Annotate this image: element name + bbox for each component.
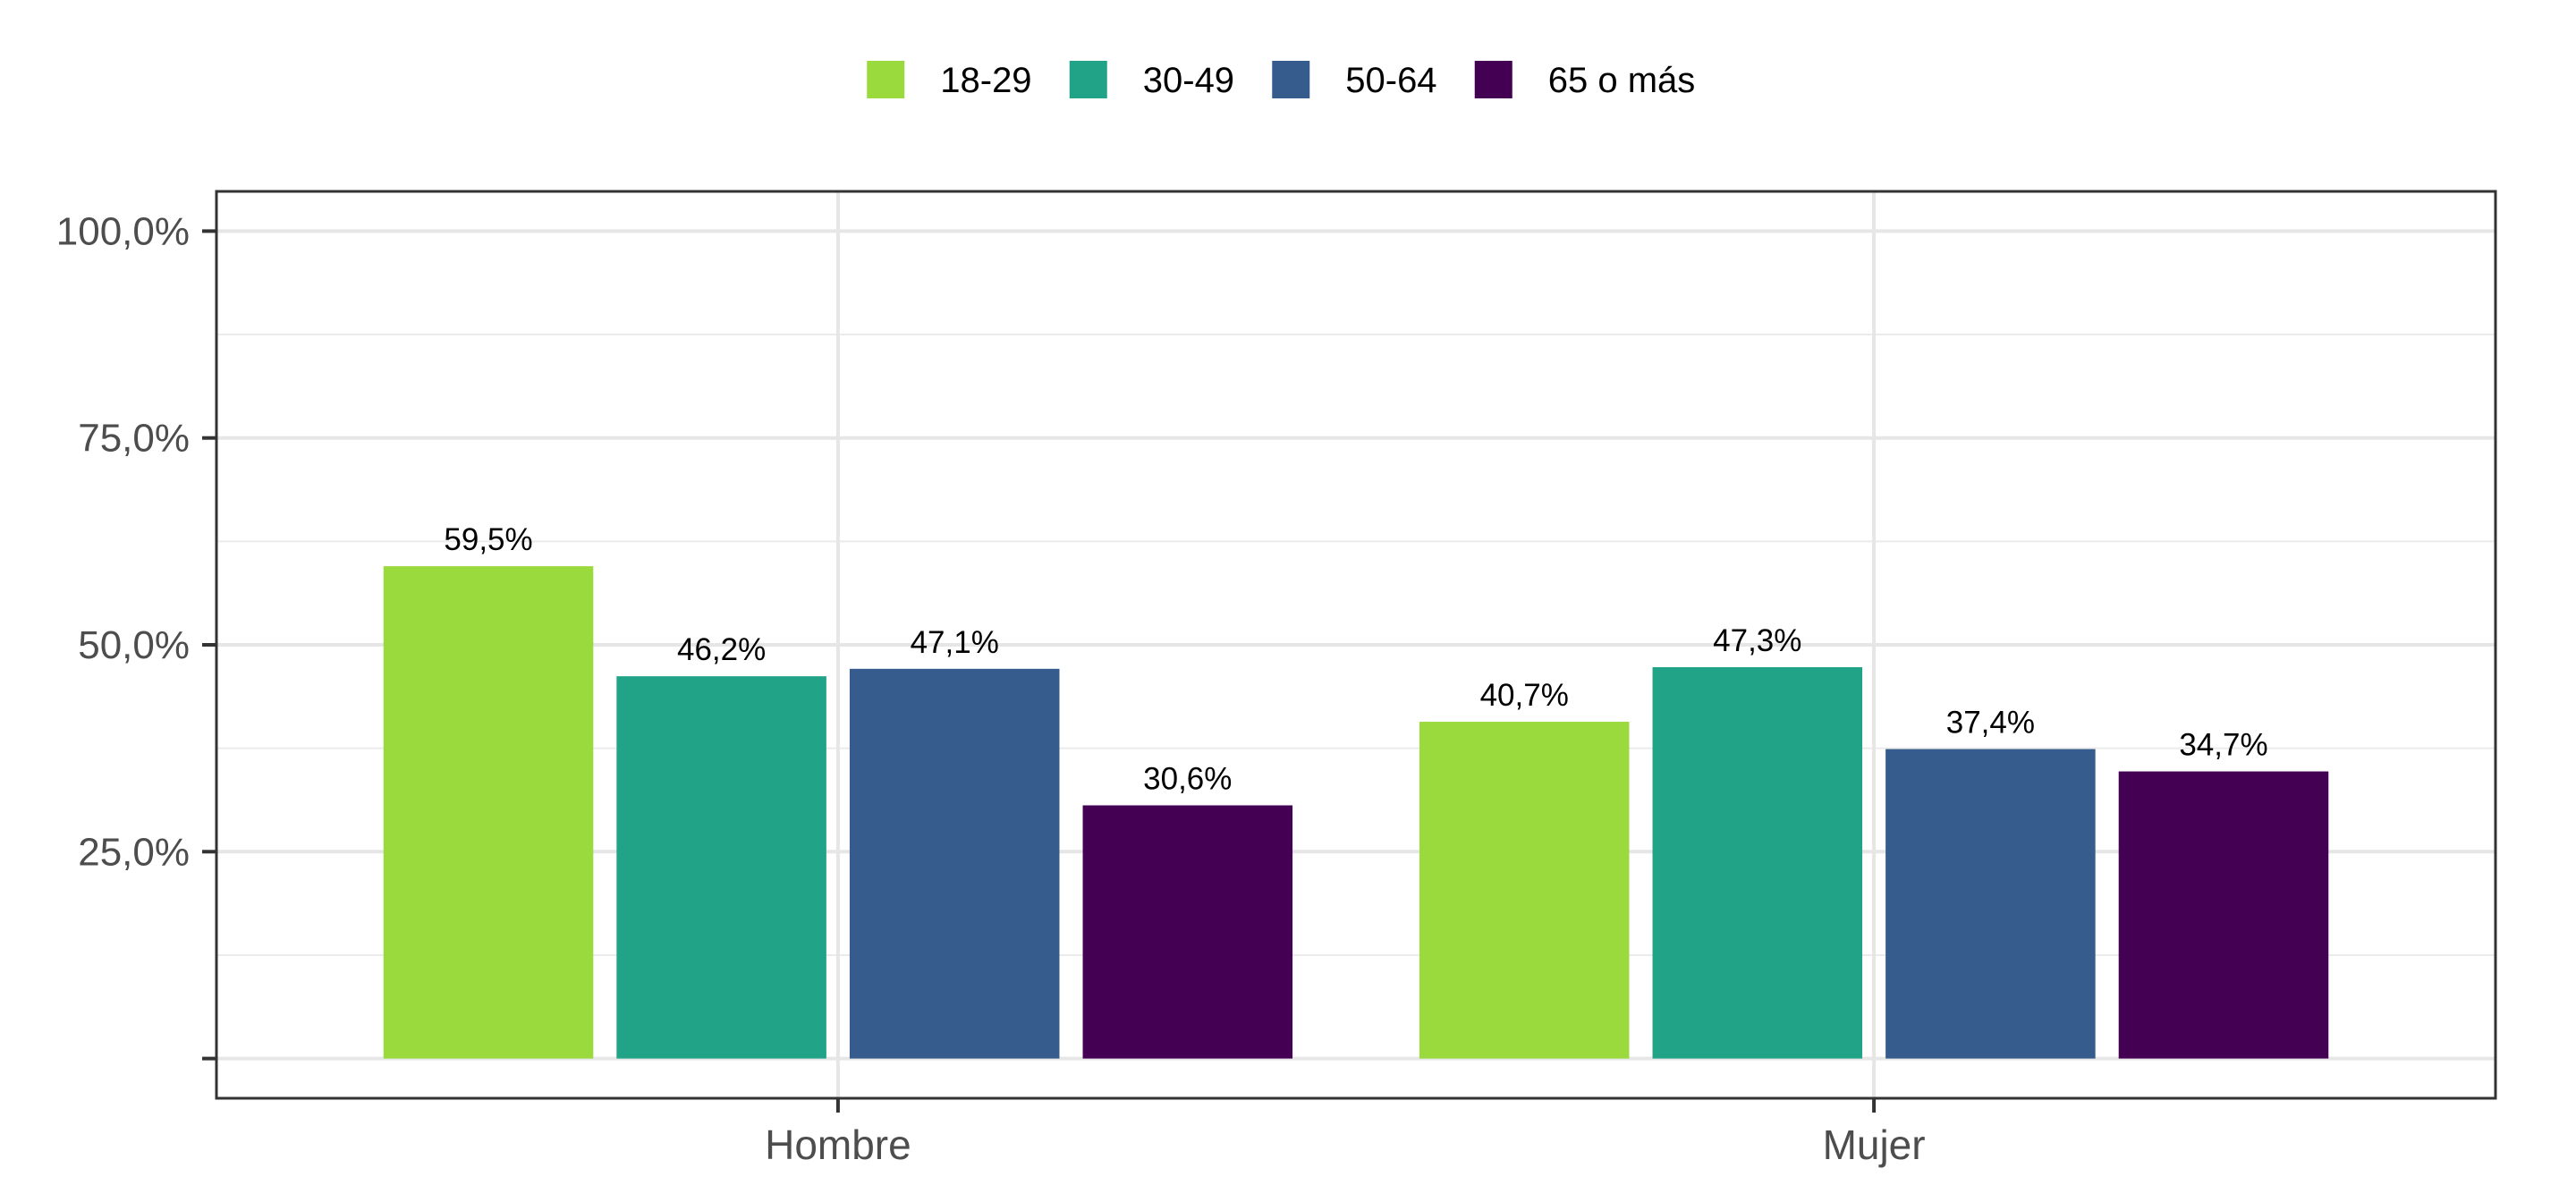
- legend-key: [1272, 61, 1310, 98]
- data-label: 59,5%: [444, 522, 532, 557]
- data-label: 47,1%: [911, 625, 999, 660]
- legend-label: 50-64: [1345, 61, 1436, 100]
- bars: [383, 566, 2329, 1059]
- bar: [383, 566, 594, 1059]
- data-label: 46,2%: [677, 632, 766, 667]
- bar: [849, 668, 1060, 1059]
- y-tick-label: 100,0%: [56, 209, 190, 253]
- data-label: 30,6%: [1143, 761, 1232, 796]
- data-label: 47,3%: [1713, 623, 1801, 658]
- legend-key: [867, 61, 905, 98]
- bar: [1082, 805, 1293, 1059]
- legend-label: 18-29: [940, 61, 1031, 100]
- bar: [2118, 771, 2329, 1059]
- legend-label: 30-49: [1143, 61, 1234, 100]
- gridlines: [216, 191, 2496, 1098]
- data-label: 34,7%: [2179, 728, 2267, 763]
- bar: [1419, 722, 1630, 1059]
- legend: 18-29 30-49 50-64 65 o más: [867, 61, 1695, 100]
- data-label: 40,7%: [1480, 678, 1569, 713]
- bar: [616, 676, 826, 1059]
- legend-key: [1474, 61, 1513, 98]
- x-tick-label: Mujer: [1823, 1122, 1926, 1168]
- y-tick-label: 25,0%: [78, 830, 190, 874]
- bar: [1652, 666, 1863, 1059]
- y-tick-label: 50,0%: [78, 623, 190, 667]
- legend-key: [1069, 61, 1107, 98]
- legend-label: 65 o más: [1548, 61, 1696, 100]
- data-labels: 59,5% 40,7% 46,2% 47,3% 47,1% 37,4% 30,6% 34,7%: [444, 522, 2267, 796]
- x-tick-label: Hombre: [765, 1122, 911, 1168]
- axes: 25,0% 50,0% 75,0% 100,0% Hombre Mujer: [56, 209, 1926, 1168]
- y-tick-label: 75,0%: [78, 417, 190, 461]
- bar: [1885, 749, 2096, 1059]
- data-label: 37,4%: [1946, 706, 2035, 741]
